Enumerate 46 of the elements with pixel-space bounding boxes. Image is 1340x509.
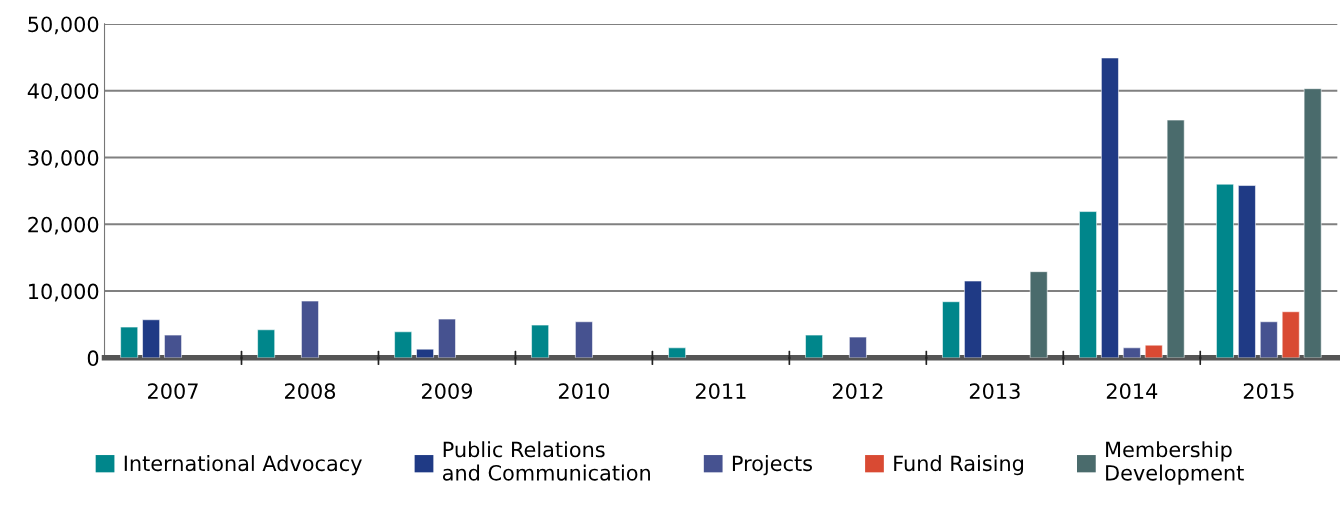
bar (668, 347, 686, 358)
y-tick-label: 30,000 (28, 149, 99, 168)
x-tick-label: 2008 (285, 383, 336, 399)
bar (805, 334, 823, 358)
bar (849, 336, 867, 358)
y-tick-label: 10,000 (29, 283, 99, 302)
x-tick-label: 2007 (148, 383, 198, 399)
bar (1216, 183, 1234, 358)
bar (1123, 347, 1141, 358)
bar (1303, 88, 1322, 358)
x-tick-label: 2011 (695, 383, 746, 399)
y-tick-label: 0 (87, 350, 99, 367)
x-tick-label: 2013 (969, 383, 1020, 399)
x-tick-label: 2010 (558, 383, 610, 399)
bar (301, 300, 319, 358)
x-tick-label: 2014 (1106, 383, 1158, 399)
bar (1101, 57, 1119, 358)
y-tick-label: 20,000 (28, 216, 99, 235)
x-tick-label: 2015 (1243, 383, 1294, 399)
bar (575, 321, 593, 358)
legend-label: Public Relations and Communication (442, 441, 650, 481)
bar (416, 348, 434, 358)
bar (964, 280, 982, 358)
y-tick-label: 50,000 (28, 16, 99, 35)
legend-label: Projects (732, 455, 812, 476)
bar (438, 318, 456, 358)
bar (1029, 271, 1048, 358)
bar (1260, 321, 1278, 358)
bar (164, 334, 182, 358)
bar (1238, 185, 1256, 358)
bar (1079, 211, 1097, 358)
legend-label: Membership Development (1106, 441, 1244, 485)
bar (394, 331, 412, 358)
bar (257, 329, 275, 358)
legend-label: Fund Raising (894, 455, 1024, 476)
legend-label: International Advocacy (124, 455, 362, 476)
bar (142, 319, 160, 358)
bar (531, 324, 549, 358)
bar (1166, 119, 1185, 358)
bar (1281, 311, 1300, 358)
bar (120, 326, 138, 358)
bar (942, 301, 960, 358)
y-tick-label: 40,000 (27, 83, 99, 102)
x-tick-label: 2009 (421, 383, 473, 399)
bar (1144, 344, 1163, 358)
x-tick-label: 2012 (832, 383, 883, 399)
